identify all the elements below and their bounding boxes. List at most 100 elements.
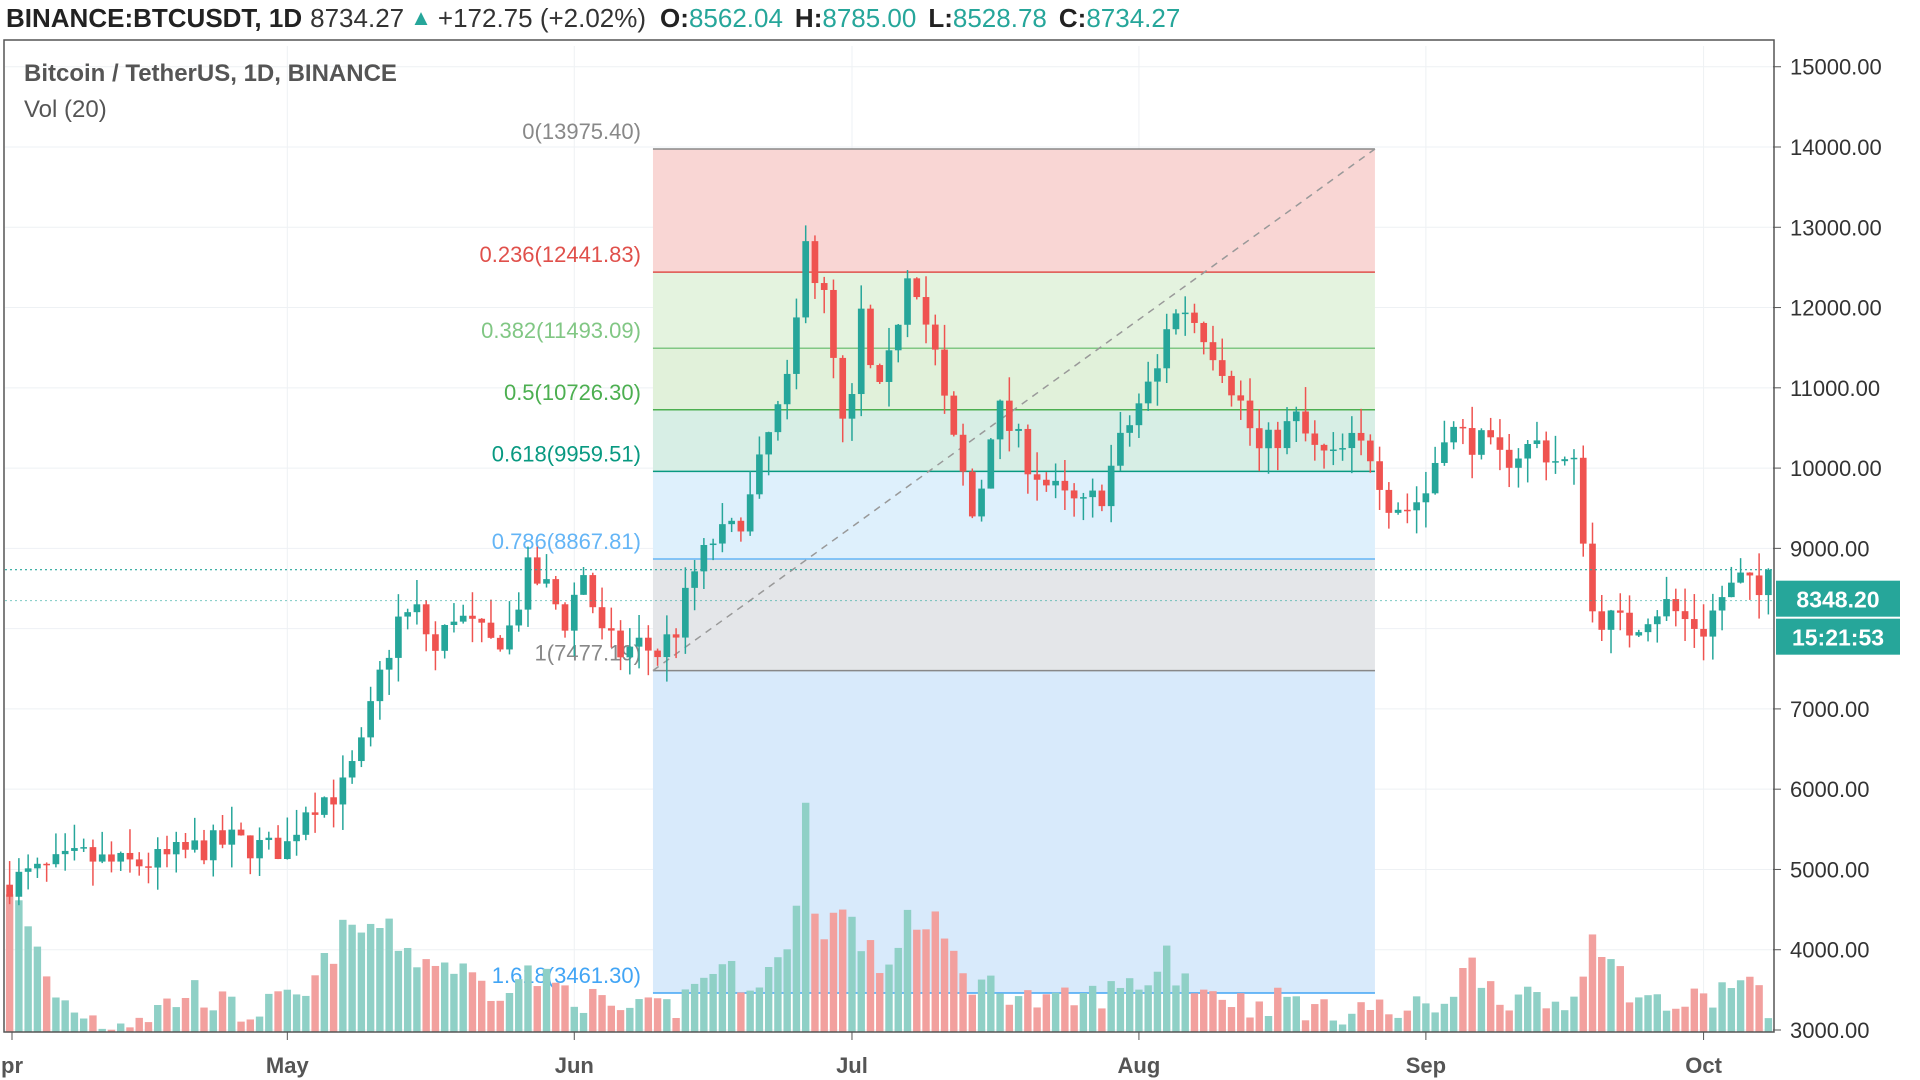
candle-body — [432, 634, 439, 651]
candle-body — [1653, 616, 1661, 625]
volume-bar — [1449, 996, 1458, 1032]
candle-body — [617, 630, 624, 658]
candle-body — [89, 847, 97, 862]
high-value: 8785.00 — [822, 2, 917, 33]
candle-body — [839, 357, 847, 419]
fib-level-label: 0.236(12441.83) — [479, 242, 640, 267]
volume-bar — [1162, 945, 1171, 1032]
volume-bar — [1125, 978, 1134, 1032]
candle-body — [848, 394, 856, 419]
volume-bar — [1662, 1010, 1671, 1032]
candle-body — [1163, 329, 1171, 369]
volume-bar — [1237, 993, 1245, 1032]
candle-body — [1431, 462, 1439, 494]
candle-body — [1255, 428, 1263, 449]
volume-bar — [1338, 1024, 1347, 1032]
candle-body — [1441, 442, 1448, 463]
candle-body — [1033, 474, 1041, 480]
candle-body — [765, 432, 772, 455]
y-tick-label: 3000.00 — [1790, 1018, 1870, 1043]
candle-body — [1394, 509, 1402, 513]
candle-body — [1422, 493, 1430, 503]
fib-trend-line — [652, 148, 1376, 672]
volume-bar — [1061, 987, 1069, 1032]
candle-body — [1616, 610, 1624, 613]
candle-body — [1292, 411, 1300, 422]
volume-bar — [1153, 971, 1162, 1032]
candle-body — [1589, 543, 1596, 612]
volume-bar — [329, 963, 338, 1032]
candle-body — [450, 621, 458, 625]
volume-bar — [459, 963, 467, 1032]
volume-bar — [848, 916, 856, 1032]
volume-bar — [1014, 996, 1023, 1032]
candle-body — [996, 400, 1004, 440]
y-tick-label: 10000.00 — [1790, 456, 1882, 481]
volume-bar — [15, 900, 23, 1032]
fibonacci-retracement[interactable]: 0(13975.40) 0.236(12441.83) 0.382(11493.09… — [479, 119, 1376, 994]
volume-bar — [663, 999, 671, 1032]
volume-bar — [311, 975, 319, 1032]
volume-bar — [1394, 1017, 1402, 1032]
candle-body — [552, 579, 560, 605]
candle-body — [1089, 490, 1096, 498]
fib-zone — [652, 148, 1375, 273]
symbol-header: BINANCE:BTCUSDT, 1D 8734.27 ▲ +172.75 (+… — [0, 0, 1920, 36]
candle-body — [1339, 448, 1346, 450]
x-tick-label: May — [266, 1053, 310, 1078]
candle-body — [1191, 312, 1198, 323]
candle-body — [1237, 395, 1245, 401]
candle-body — [506, 625, 513, 650]
candle-body — [1265, 429, 1272, 449]
candle-body — [1320, 444, 1328, 451]
candle-body — [598, 607, 606, 629]
volume-bar — [228, 996, 236, 1032]
volume-bar — [237, 1021, 245, 1032]
volume-bar — [1699, 993, 1708, 1032]
symbol-label[interactable]: BINANCE:BTCUSDT, 1D — [6, 2, 303, 33]
volume-bar — [524, 965, 532, 1032]
candle-body — [1709, 610, 1717, 637]
volume-bar — [885, 964, 893, 1032]
candle-body — [80, 847, 88, 849]
candle-body — [783, 373, 791, 405]
candle-body — [1404, 509, 1411, 512]
candle-body — [1579, 457, 1587, 544]
volume-bar — [440, 962, 449, 1032]
price-chart[interactable]: 0(13975.40) 0.236(12441.83) 0.382(11493.09… — [0, 36, 1920, 1080]
volume-bar — [987, 975, 995, 1032]
volume-bar — [552, 982, 560, 1032]
candle-body — [1505, 449, 1513, 468]
volume-bar — [1422, 1003, 1430, 1032]
volume-bar — [89, 1015, 97, 1032]
candle-body — [274, 837, 282, 860]
y-tick-label: 5000.00 — [1790, 857, 1870, 882]
close-key: C: — [1058, 2, 1087, 33]
candle-body — [228, 829, 236, 845]
candle-body — [200, 840, 208, 861]
volume-bar — [1542, 1008, 1550, 1032]
candle-body — [422, 604, 430, 635]
candle-body — [1487, 430, 1495, 438]
candle-body — [746, 494, 754, 532]
volume-bar — [783, 949, 791, 1032]
volume-bar — [1348, 1013, 1356, 1032]
candle-body — [385, 657, 393, 670]
volume-bar — [24, 926, 32, 1032]
volume-bar — [931, 911, 939, 1032]
candle-body — [1376, 461, 1383, 490]
volume-bar — [98, 1028, 106, 1032]
candle-body — [367, 701, 374, 738]
candle-body — [894, 324, 902, 351]
volume-bar — [1468, 957, 1476, 1032]
candle-body — [293, 834, 300, 842]
candle-body — [672, 634, 680, 638]
volume-bar — [5, 894, 14, 1032]
volume-bar — [653, 998, 662, 1032]
volume-bar — [1412, 996, 1421, 1032]
candle-body — [1690, 619, 1698, 629]
volume-bar — [1625, 1002, 1634, 1032]
volume-bar — [1079, 993, 1088, 1032]
candle-body — [478, 618, 486, 623]
candle-body — [1126, 425, 1134, 433]
